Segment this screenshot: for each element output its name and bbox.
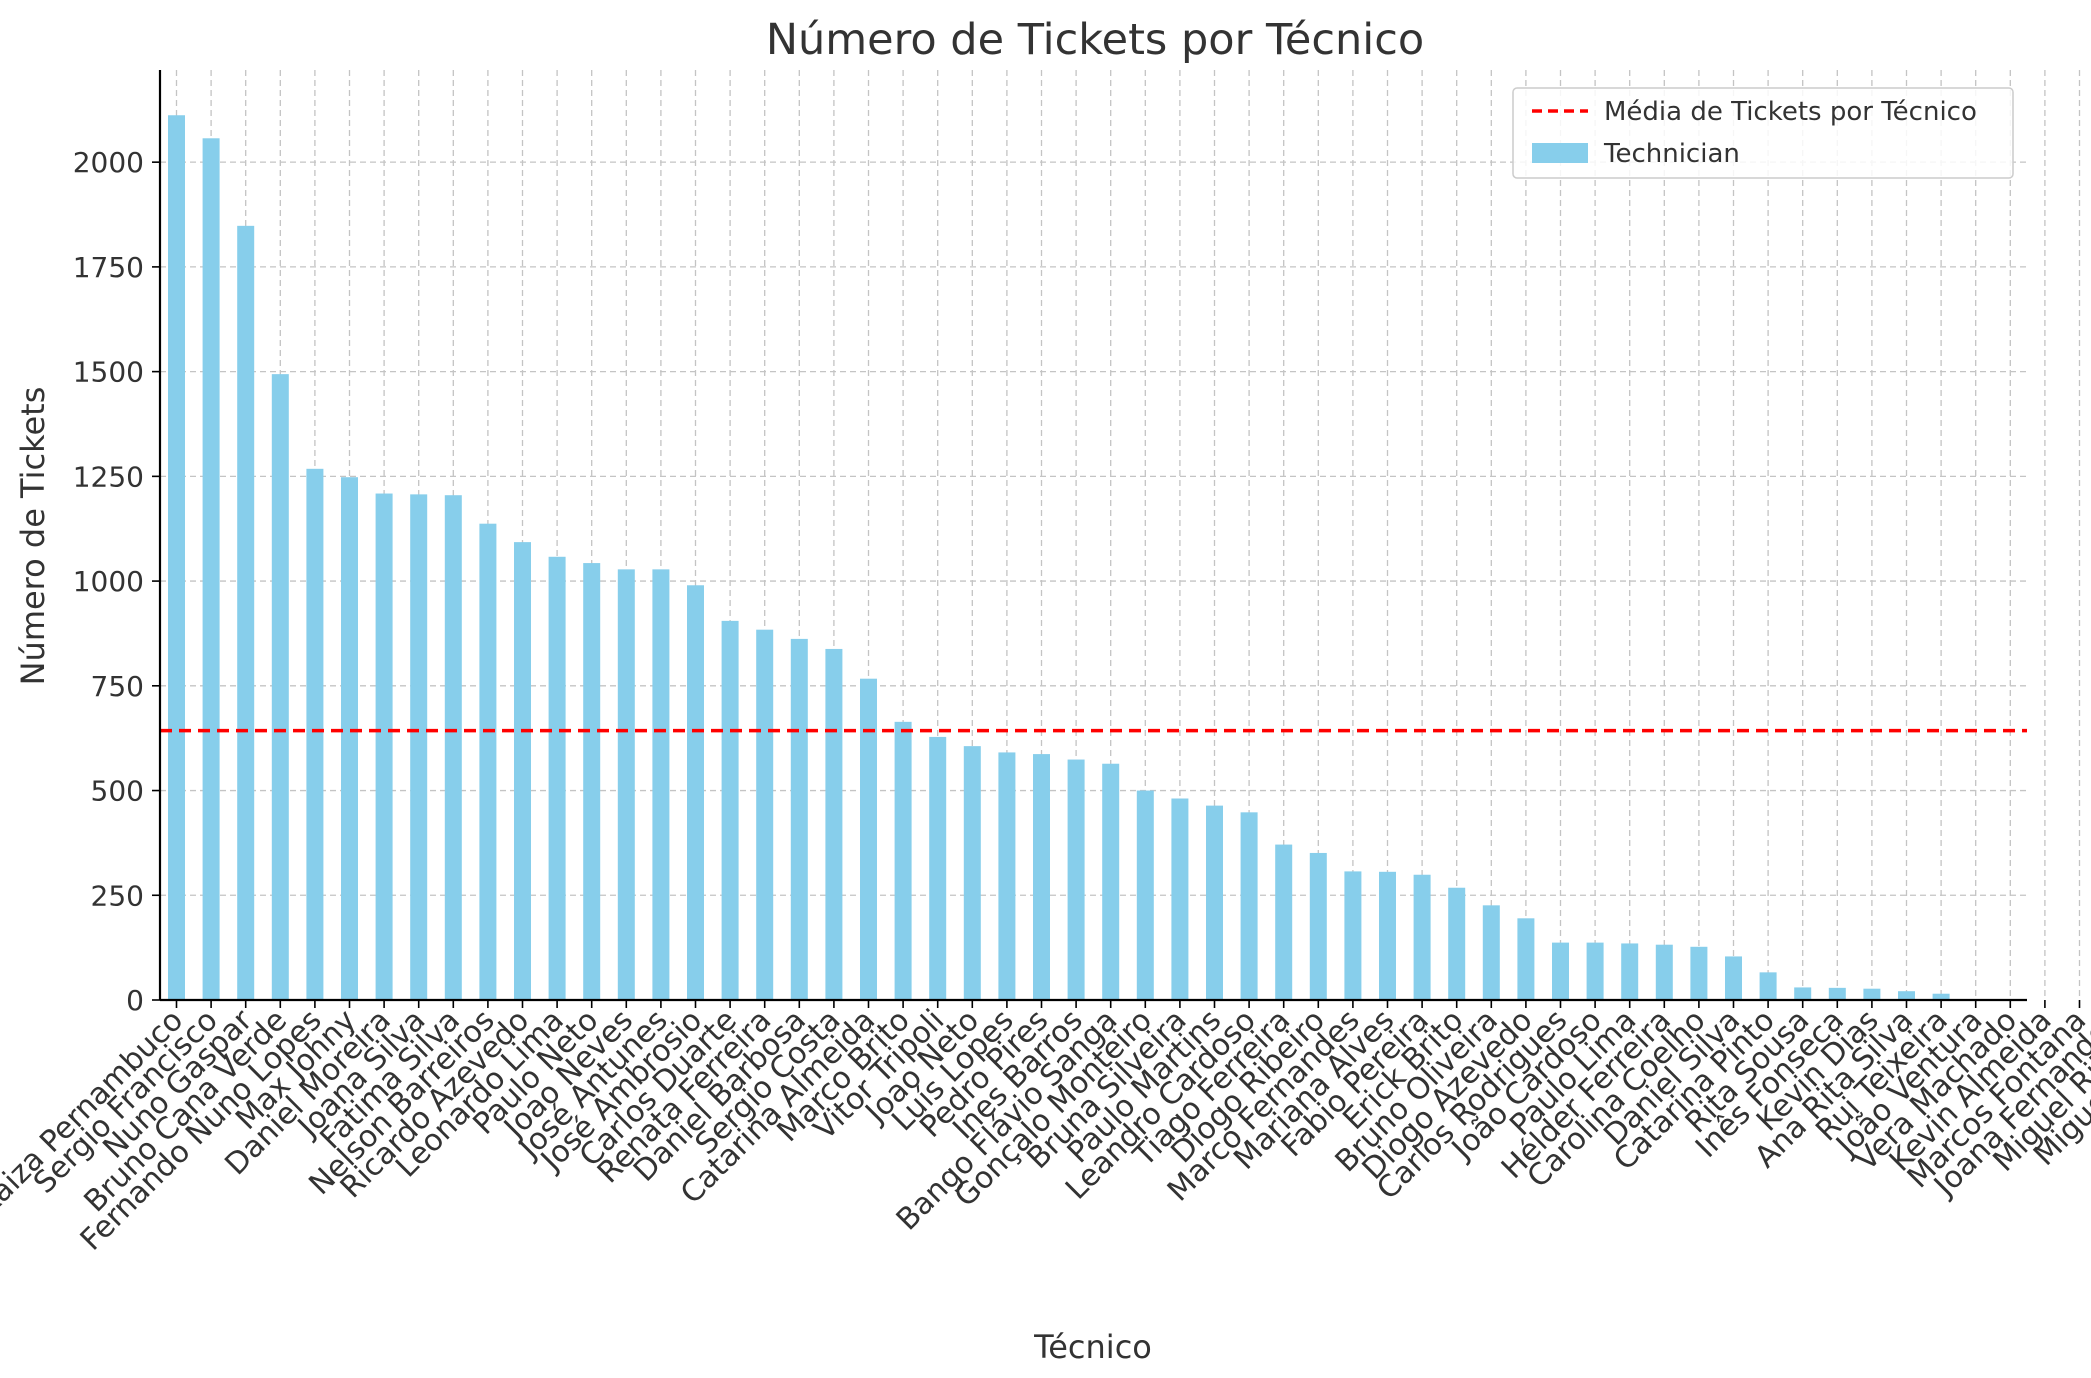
bar — [306, 468, 324, 1001]
bar — [479, 523, 497, 1000]
bar — [687, 585, 704, 1000]
bar — [1240, 812, 1258, 1000]
bar — [1206, 805, 1223, 1000]
bar — [514, 542, 531, 1000]
bar — [825, 648, 843, 1000]
legend-reference-label: Média de Tickets por Técnico — [1604, 97, 1977, 127]
bar — [721, 620, 739, 1000]
bar — [1309, 852, 1327, 1000]
legend-bar-label: Technician — [1603, 139, 1740, 169]
legend: Média de Tickets por Técnico Technician — [1512, 87, 2014, 179]
y-axis-label: Número de Tickets — [14, 387, 52, 686]
y-tick-label: 2000 — [73, 146, 144, 179]
x-axis-label: Técnico — [1033, 1328, 1152, 1366]
y-tick-label: 750 — [91, 670, 144, 703]
bar — [583, 563, 601, 1000]
bar — [1136, 790, 1154, 1000]
bar — [1379, 871, 1396, 1000]
bar — [1828, 987, 1846, 1000]
bar — [894, 721, 912, 1000]
bar — [375, 493, 393, 1000]
y-tick-label: 500 — [91, 775, 144, 808]
bar — [1517, 918, 1535, 1000]
y-tick-layer: 0 250 500 750 1000 1250 1500 1750 2000 — [73, 146, 160, 1017]
y-tick-label: 1500 — [73, 356, 144, 389]
bar — [963, 746, 981, 1000]
bar — [1759, 972, 1777, 1000]
bar — [860, 678, 877, 1000]
bar — [1102, 763, 1120, 1000]
legend-frame — [1512, 87, 2014, 179]
bar — [617, 569, 635, 1000]
bar — [1344, 871, 1362, 1000]
bar — [1621, 943, 1639, 1000]
bar — [1067, 759, 1085, 1000]
y-tick-label: 0 — [126, 984, 144, 1017]
bar — [1932, 993, 1950, 1000]
bar — [1655, 944, 1673, 1000]
bar — [1171, 798, 1189, 1000]
legend-bar-swatch — [1532, 143, 1588, 163]
bar — [1033, 754, 1050, 1000]
bar — [1482, 905, 1500, 1000]
y-tick-label: 1750 — [73, 251, 144, 284]
axis-layer — [158, 70, 2027, 1002]
bar — [1413, 874, 1431, 1000]
bar — [168, 115, 185, 1001]
bar — [1863, 988, 1881, 1000]
bar — [1690, 946, 1708, 1000]
bar — [341, 477, 358, 1000]
chart-title: Número de Tickets por Técnico — [766, 15, 1424, 65]
y-tick-label: 250 — [91, 879, 144, 912]
bar — [929, 736, 947, 1000]
bar — [237, 225, 255, 1001]
bar — [1448, 887, 1466, 1000]
bar — [1586, 942, 1604, 1000]
bar — [1552, 942, 1569, 1000]
bar — [652, 569, 670, 1000]
bar — [271, 374, 289, 1000]
bar-layer — [168, 115, 1985, 1001]
bar — [756, 629, 774, 1000]
y-tick-label: 1000 — [73, 565, 144, 598]
bar — [444, 495, 462, 1000]
bar — [548, 556, 566, 1000]
bar — [1898, 991, 1915, 1000]
bar — [1725, 956, 1742, 1000]
y-tick-label: 1250 — [73, 460, 144, 493]
bar — [202, 138, 220, 1000]
bar — [1275, 844, 1293, 1000]
bar — [410, 494, 428, 1000]
bar — [790, 638, 808, 1000]
bar — [1794, 987, 1812, 1000]
bar — [998, 752, 1016, 1000]
